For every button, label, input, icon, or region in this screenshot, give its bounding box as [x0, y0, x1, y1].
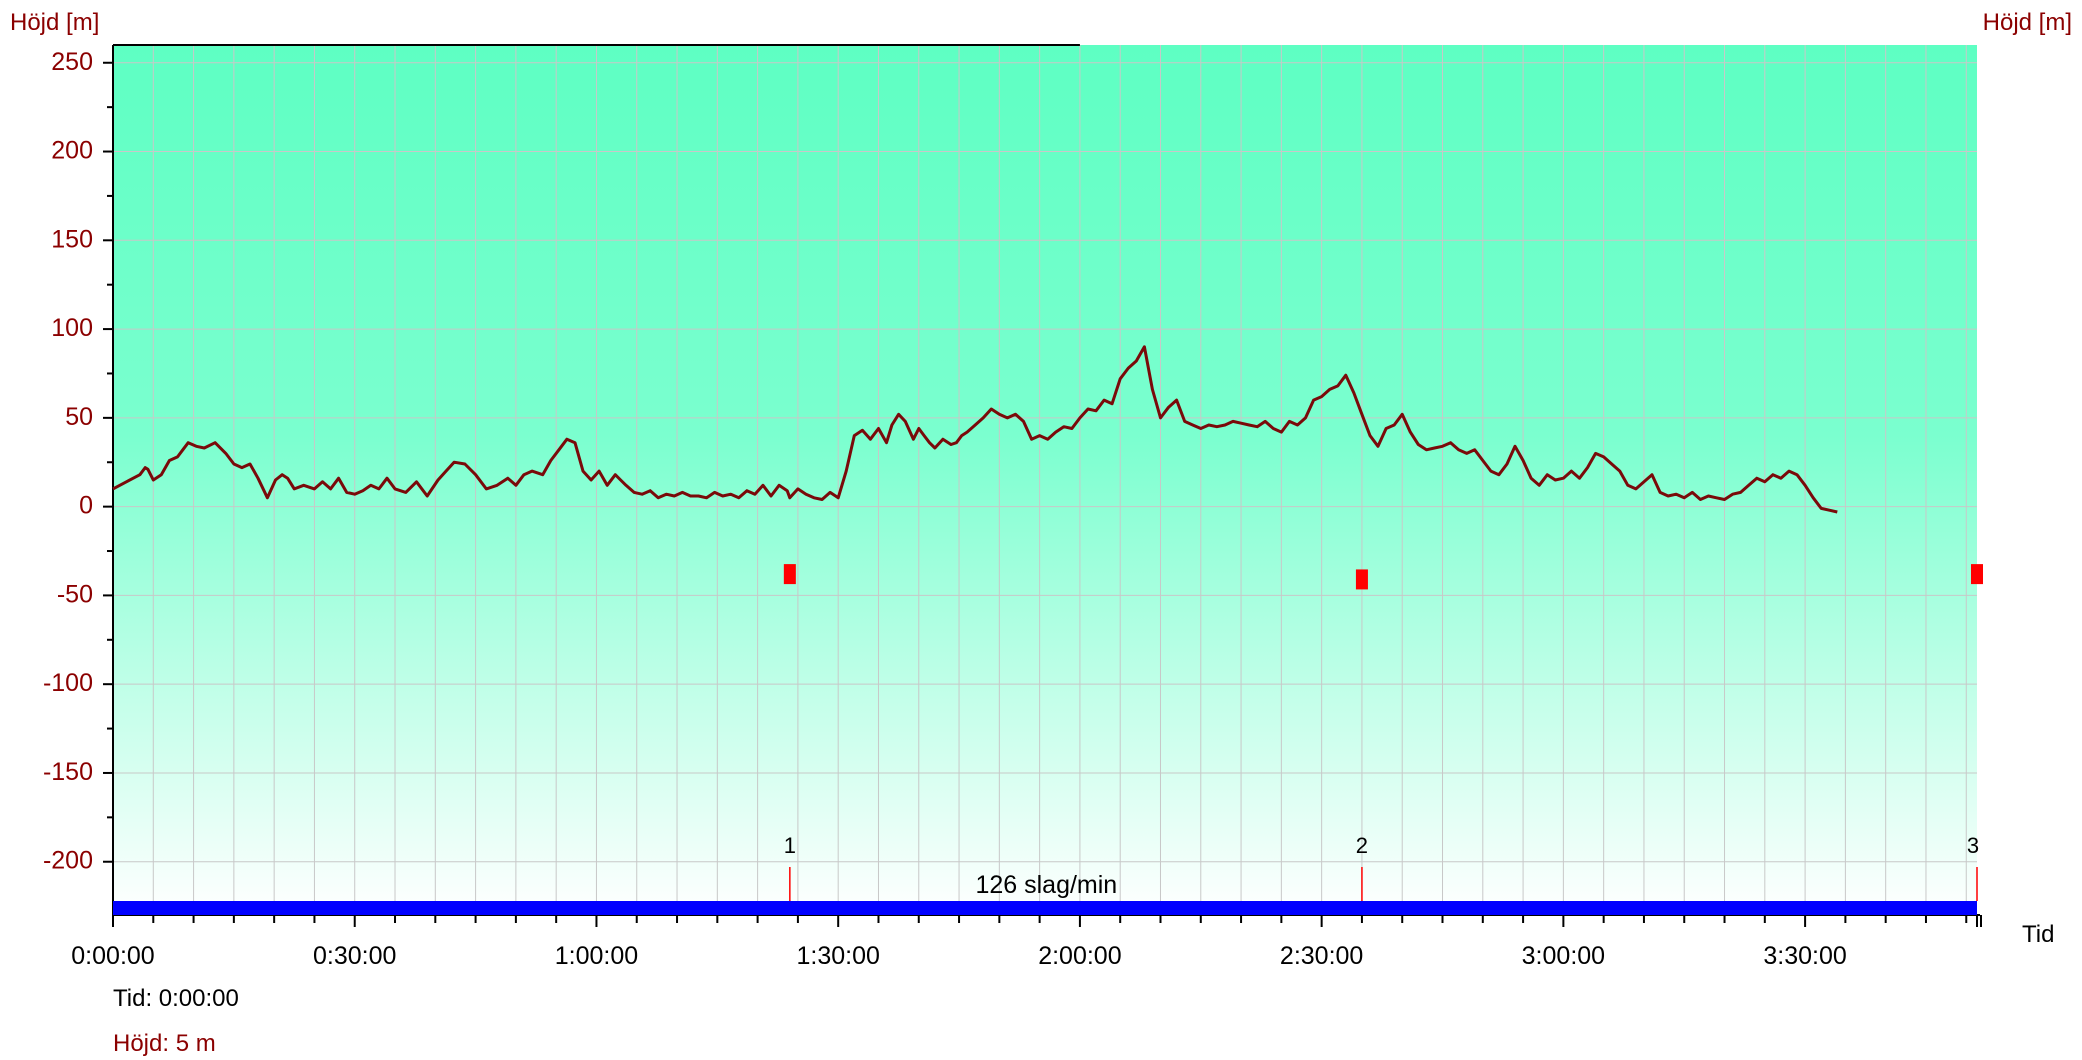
lap-markers: 1 2 3	[784, 564, 1983, 901]
x-axis-title: Tid	[2022, 921, 2054, 948]
x-tick-label: 2:30:00	[1280, 942, 1363, 970]
y-tick-label: 100	[51, 314, 93, 342]
y-tick-label: -50	[57, 580, 93, 608]
x-axis: 0:00:00 0:30:00 1:00:00 1:30:00 2:00:00 2:30:…	[71, 914, 1982, 970]
altitude-line	[112, 345, 1838, 514]
y-tick-label: -150	[43, 758, 93, 786]
y-tick-label: 0	[79, 492, 93, 520]
time-readout: Tid: 0:00:00	[113, 985, 239, 1012]
grid-lines	[113, 45, 1977, 915]
y-axis-title-right: Höjd [m]	[1983, 9, 2072, 36]
x-tick-label: 3:30:00	[1763, 942, 1846, 970]
x-tick-label: 1:00:00	[555, 942, 638, 970]
y-tick-label: 200	[51, 137, 93, 165]
lap-label: 3	[1967, 833, 1979, 858]
y-tick-label: 150	[51, 225, 93, 253]
y-tick-label: 50	[65, 403, 93, 431]
height-readout: Höjd: 5 m	[113, 1030, 216, 1057]
x-tick-label: 3:00:00	[1522, 942, 1605, 970]
x-tick-label: 0:00:00	[71, 942, 154, 970]
hr-zone-label: 126 slag/min	[975, 871, 1117, 899]
y-axis-title-left: Höjd [m]	[10, 9, 99, 36]
x-tick-label: 2:00:00	[1038, 942, 1121, 970]
lap-marker	[1355, 569, 1368, 590]
lap-label: 2	[1356, 833, 1368, 858]
x-tick-label: 1:30:00	[796, 942, 879, 970]
plot-background	[113, 45, 1977, 915]
lap-marker	[783, 564, 796, 585]
y-tick-label: 250	[51, 48, 93, 76]
y-tick-label: -100	[43, 669, 93, 697]
y-axis: 250 200 150 100 50 0 -50 -100 -150 -200	[43, 44, 1080, 915]
y-tick-label: -200	[43, 847, 93, 875]
hr-zone-bar	[113, 901, 1977, 915]
altitude-series	[112, 345, 1838, 514]
x-tick-label: 0:30:00	[313, 942, 396, 970]
lap-label: 1	[784, 833, 796, 858]
heart-rate-zone: 126 slag/min	[113, 871, 1977, 915]
lap-marker	[1971, 564, 1983, 585]
